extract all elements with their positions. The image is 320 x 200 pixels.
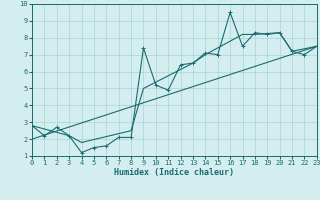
X-axis label: Humidex (Indice chaleur): Humidex (Indice chaleur) <box>115 168 234 177</box>
